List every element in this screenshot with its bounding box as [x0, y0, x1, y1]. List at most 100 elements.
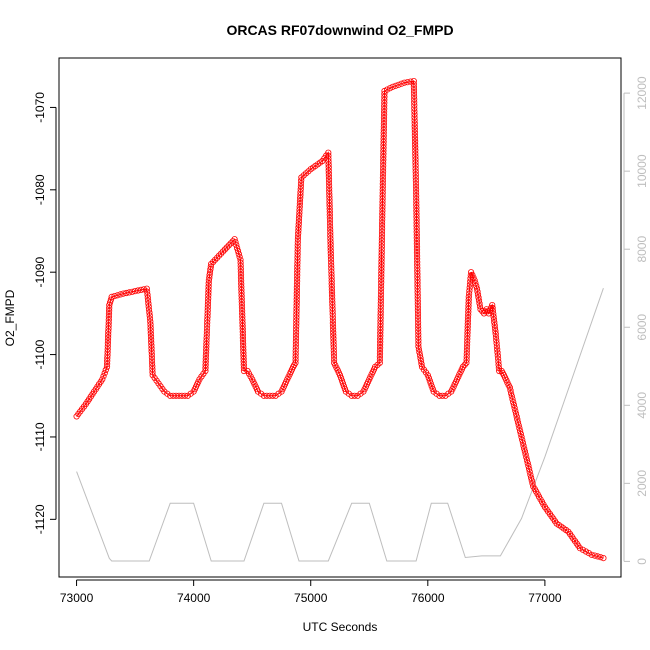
data-point — [413, 225, 420, 232]
data-point — [412, 144, 419, 151]
data-point — [491, 325, 499, 332]
data-point — [414, 289, 421, 296]
secondary-y-tick-label: 8000 — [635, 236, 649, 263]
data-point — [292, 353, 299, 360]
data-point — [202, 364, 209, 372]
data-point — [495, 361, 502, 368]
data-point — [376, 347, 384, 354]
data-point — [148, 348, 155, 355]
data-point — [204, 307, 211, 314]
data-point — [325, 155, 332, 162]
data-point — [175, 392, 183, 399]
data-point — [238, 277, 245, 284]
data-point — [600, 554, 607, 562]
data-point — [178, 392, 185, 399]
data-point — [588, 551, 595, 558]
data-point — [410, 78, 417, 85]
data-point — [99, 376, 106, 383]
data-point — [203, 331, 210, 338]
data-point — [238, 289, 245, 296]
data-point — [214, 254, 221, 261]
data-point — [466, 284, 473, 291]
data-point — [377, 320, 384, 328]
data-point — [294, 272, 301, 279]
data-point — [146, 312, 153, 319]
data-point — [327, 259, 335, 266]
data-point — [411, 132, 418, 139]
data-point — [412, 150, 419, 157]
data-point — [414, 267, 421, 275]
data-point — [210, 258, 217, 265]
data-point — [293, 302, 300, 309]
data-point — [240, 352, 247, 360]
secondary-y-tick-label: 4000 — [635, 392, 649, 419]
altitude-line — [76, 288, 604, 562]
data-point — [378, 246, 385, 253]
data-point — [229, 238, 236, 245]
data-point — [340, 383, 347, 390]
data-point — [459, 363, 466, 370]
data-point — [528, 477, 535, 484]
data-point — [464, 317, 471, 324]
data-point — [379, 168, 387, 175]
data-point — [524, 459, 531, 467]
data-point — [105, 334, 112, 341]
data-point — [378, 240, 385, 247]
data-point — [410, 81, 417, 88]
data-point — [326, 188, 333, 195]
data-point — [329, 305, 336, 312]
data-point — [506, 384, 513, 391]
data-point — [260, 392, 267, 399]
data-point — [336, 372, 344, 379]
data-point — [239, 328, 246, 336]
data-point — [379, 189, 386, 196]
data-point — [296, 206, 303, 213]
data-point — [147, 333, 155, 340]
data-point — [105, 316, 112, 323]
data-point — [379, 204, 386, 211]
data-point — [101, 369, 108, 377]
data-point — [411, 120, 418, 127]
data-point — [293, 287, 300, 294]
data-point — [238, 292, 245, 299]
data-point — [147, 318, 154, 325]
data-point — [294, 269, 301, 276]
data-point — [379, 165, 387, 172]
data-point — [377, 323, 384, 331]
data-point — [104, 343, 111, 350]
data-point — [149, 360, 156, 367]
data-point — [518, 433, 525, 441]
data-point — [102, 366, 109, 374]
data-point — [148, 339, 155, 346]
data-point — [414, 292, 421, 299]
data-point — [475, 297, 483, 304]
data-point — [204, 319, 211, 326]
data-point — [325, 182, 333, 189]
data-point — [378, 276, 385, 283]
data-point — [380, 117, 388, 125]
data-point — [293, 320, 300, 327]
data-point — [238, 280, 245, 287]
data-point — [147, 327, 154, 334]
data-point — [236, 253, 243, 260]
data-point — [493, 340, 500, 347]
data-point — [378, 270, 385, 277]
data-point — [418, 360, 425, 368]
data-point — [414, 304, 421, 311]
data-point — [379, 216, 386, 223]
data-point — [330, 341, 337, 348]
x-tick-label: 73000 — [60, 591, 94, 605]
data-point — [514, 416, 521, 423]
data-point — [511, 404, 518, 411]
data-point — [326, 220, 334, 227]
data-point — [149, 363, 156, 370]
data-point — [413, 198, 420, 205]
data-point — [238, 301, 245, 308]
data-point — [425, 374, 432, 381]
data-point — [495, 358, 502, 365]
data-point — [328, 265, 335, 272]
data-point — [325, 164, 332, 171]
data-point — [329, 308, 336, 315]
data-point — [377, 291, 385, 298]
data-point — [521, 448, 529, 455]
